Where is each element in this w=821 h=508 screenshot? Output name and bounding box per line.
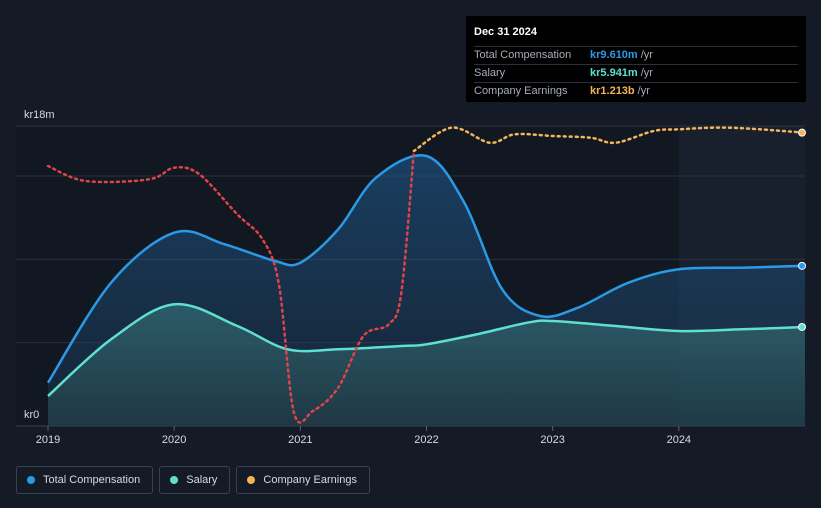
legend-item-total-compensation[interactable]: Total Compensation <box>16 466 154 494</box>
tooltip-row-salary: Salary kr5.941m /yr <box>474 64 798 82</box>
tooltip-row-earnings: Company Earnings kr1.213b /yr <box>474 82 798 100</box>
salary-line <box>47 302 806 397</box>
tooltip-value: kr9.610m <box>590 49 638 61</box>
y-axis: kr18m kr0 <box>24 109 55 421</box>
legend-label: Salary <box>186 474 218 486</box>
x-tick-label: 2021 <box>288 434 312 446</box>
x-tick-label: 2022 <box>414 434 438 446</box>
tooltip-label: Company Earnings <box>474 85 568 97</box>
legend-label: Total Compensation <box>43 474 141 486</box>
tooltip-unit: /yr <box>637 85 650 97</box>
x-tick-label: 2023 <box>540 434 564 446</box>
total-end-marker <box>798 261 806 270</box>
tooltip: Dec 31 2024 Total Compensation kr9.610m … <box>466 16 806 102</box>
tooltip-date: Dec 31 2024 <box>474 26 537 38</box>
legend-dot-icon <box>170 476 179 484</box>
total-compensation-line <box>46 153 806 384</box>
tooltip-value: kr5.941m <box>590 67 638 79</box>
tooltip-unit: /yr <box>640 67 653 79</box>
earnings-positive-segment <box>412 126 807 153</box>
x-tick-label: 2024 <box>667 434 691 446</box>
tooltip-label: Total Compensation <box>474 49 572 61</box>
earnings-end-marker <box>798 128 806 137</box>
end-markers <box>798 128 806 331</box>
y-tick-label: kr18m <box>24 109 55 121</box>
y-tick-label: kr0 <box>24 409 39 421</box>
tooltip-label: Salary <box>474 67 506 79</box>
earnings-negative-segment <box>46 149 416 424</box>
legend-label: Company Earnings <box>263 474 357 486</box>
company-earnings-line <box>46 126 807 424</box>
x-tick-label: 2019 <box>36 434 60 446</box>
legend-item-salary[interactable]: Salary <box>159 466 231 494</box>
tooltip-row-total: Total Compensation kr9.610m /yr <box>474 46 798 64</box>
x-axis: 2019 2020 2021 2022 2023 2024 <box>36 426 691 446</box>
legend-item-company-earnings[interactable]: Company Earnings <box>236 466 370 494</box>
salary-area <box>48 304 805 426</box>
legend: Total Compensation Salary Company Earnin… <box>16 466 370 494</box>
salary-end-marker <box>798 322 806 331</box>
tooltip-unit: /yr <box>640 49 653 61</box>
tooltip-value: kr1.213b <box>590 85 635 97</box>
legend-dot-icon <box>247 476 256 484</box>
x-tick-label: 2020 <box>162 434 186 446</box>
legend-dot-icon <box>27 476 35 484</box>
